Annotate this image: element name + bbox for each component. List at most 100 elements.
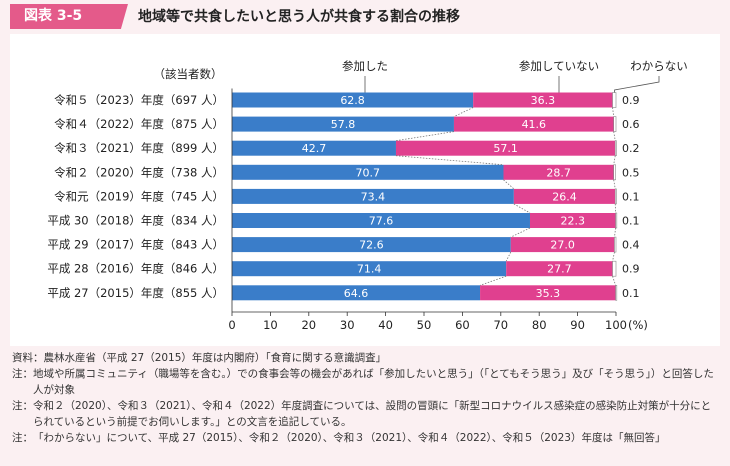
value-label-participated: 57.8	[331, 118, 356, 131]
value-label-participated: 42.7	[302, 142, 327, 155]
bar-unknown	[615, 212, 618, 229]
bar-participated	[232, 92, 474, 108]
chart-panel: （該当者数） 参加した 参加していない わからない令和５（2023）年度（697 人）…	[10, 34, 720, 346]
value-label-unknown: 0.6	[622, 118, 640, 131]
connector-line-not-participated	[612, 276, 616, 286]
bar-unknown	[614, 140, 617, 156]
x-tick-label: 40	[378, 318, 393, 332]
connector-line-participated	[479, 275, 507, 286]
category-label: 平成 29（2017）年度（843 人）	[47, 238, 224, 252]
note-prefix: 注：	[12, 432, 33, 444]
value-label-not-participated: 28.7	[546, 166, 571, 179]
figure-label: 図表 3-5	[10, 4, 128, 29]
note-1: 注： 地域や所属コミュニティ（職場等を含む。）での食事会等の機会があれば「参加し…	[12, 366, 718, 398]
value-label-unknown: 0.9	[622, 263, 640, 276]
bar-not-participated	[529, 213, 616, 228]
note-text: 農林水産省（平成 27（2015）年度は内閣府）「食育に関する意識調査」	[43, 352, 387, 364]
category-label: 令和５（2023）年度（697 人）	[54, 93, 224, 107]
category-label: 令和４（2022）年度（875 人）	[54, 117, 224, 131]
category-label: 令和元（2019）年度（745 人）	[54, 189, 224, 203]
category-label: 平成 30（2018）年度（834 人）	[47, 214, 224, 228]
connector-line-participated	[513, 203, 531, 214]
connector-line-participated	[453, 107, 474, 117]
x-tick-label: 10	[263, 318, 278, 332]
connector-line-participated	[510, 227, 531, 238]
note-source: 資料： 農林水産省（平成 27（2015）年度は内閣府）「食育に関する意識調査」	[12, 350, 718, 366]
value-label-not-participated: 27.7	[547, 263, 572, 276]
category-label: 令和３（2021）年度（899 人）	[54, 141, 224, 155]
value-label-unknown: 0.4	[622, 239, 640, 252]
category-label: 平成 28（2016）年度（846 人）	[47, 262, 224, 276]
connector-line-not-participated	[614, 227, 617, 238]
note-text: 地域や所属コミュニティ（職場等を含む。）での食事会等の機会があれば「参加したいと…	[33, 368, 714, 396]
note-3: 注： 「わからない」について、平成 27（2015）、令和２（2020）、令和３…	[12, 430, 718, 446]
bar-participated	[232, 188, 514, 204]
value-label-not-participated: 57.1	[493, 142, 518, 155]
bar-not-participated	[513, 188, 616, 204]
legend-label-participated: 参加した	[342, 59, 388, 73]
value-label-participated: 72.6	[359, 239, 384, 252]
header: 図表 3-5 地域等で共食したいと思う人が共食する割合の推移	[0, 0, 730, 34]
value-label-not-participated: 35.3	[536, 287, 561, 300]
bar-unknown	[612, 92, 617, 108]
bar-not-participated	[503, 164, 614, 180]
value-label-not-participated: 26.4	[552, 190, 577, 203]
value-label-participated: 62.8	[340, 94, 365, 107]
bar-not-participated	[473, 92, 613, 108]
value-label-participated: 77.6	[369, 215, 394, 228]
value-label-participated: 71.4	[357, 263, 382, 276]
x-tick-label: 100	[605, 318, 627, 332]
value-label-unknown: 0.2	[622, 142, 640, 155]
note-prefix: 注：	[12, 368, 33, 380]
bar-not-participated	[480, 285, 616, 301]
value-label-unknown: 0.1	[622, 215, 640, 228]
category-label: 令和２（2020）年度（738 人）	[54, 165, 224, 179]
note-prefix: 資料：	[12, 352, 44, 364]
bar-participated	[232, 140, 396, 156]
x-tick-label: 20	[301, 318, 316, 332]
connector-line-not-participated	[612, 107, 615, 117]
bar-participated	[232, 116, 454, 132]
x-tick-label: 50	[417, 318, 432, 332]
legend-leader-unknown	[614, 76, 660, 93]
value-label-participated: 73.4	[361, 190, 386, 203]
note-2: 注： 令和２（2020）、令和３（2021）、令和４（2022）年度調査について…	[12, 398, 718, 430]
connector-line-not-participated	[613, 155, 616, 165]
value-label-participated: 70.7	[355, 166, 380, 179]
connector-line-participated	[503, 179, 515, 190]
value-label-unknown: 0.5	[622, 166, 640, 179]
value-label-unknown: 0.1	[622, 190, 640, 203]
value-label-participated: 64.6	[344, 287, 369, 300]
bar-participated	[232, 213, 530, 228]
bar-unknown	[612, 260, 617, 277]
x-tick-label: 70	[493, 318, 508, 332]
note-text: 「わからない」について、平成 27（2015）、令和２（2020）、令和３（20…	[33, 432, 666, 444]
bar-not-participated	[395, 140, 616, 156]
count-header: （該当者数）	[154, 67, 223, 81]
x-tick-label: 30	[340, 318, 355, 332]
bar-unknown	[613, 164, 616, 181]
value-label-not-participated: 41.6	[522, 118, 547, 131]
value-label-not-participated: 22.3	[561, 215, 586, 228]
legend-label-unknown: わからない	[630, 59, 688, 73]
value-label-not-participated: 36.3	[531, 94, 556, 107]
note-prefix: 注：	[12, 400, 33, 412]
bar-not-participated	[453, 116, 614, 132]
x-axis-unit: (%)	[628, 318, 648, 332]
notes: 資料： 農林水産省（平成 27（2015）年度は内閣府）「食育に関する意識調査」…	[12, 350, 718, 446]
connector-line-not-participated	[612, 252, 615, 262]
connector-line-participated	[395, 131, 455, 142]
x-tick-label: 90	[570, 318, 585, 332]
bar-not-participated	[506, 261, 613, 277]
value-label-unknown: 0.1	[622, 287, 640, 300]
x-tick-label: 60	[455, 318, 470, 332]
bar-not-participated	[510, 237, 615, 253]
bar-unknown	[613, 116, 617, 132]
note-text: 令和２（2020）、令和３（2021）、令和４（2022）年度調査については、設…	[33, 400, 712, 428]
connector-line-not-participated	[613, 131, 616, 141]
category-label: 平成 27（2015）年度（855 人）	[47, 286, 224, 300]
connector-line-not-participated	[613, 179, 616, 189]
value-label-unknown: 0.9	[622, 94, 640, 107]
legend-label-not-participated: 参加していない	[519, 59, 599, 73]
